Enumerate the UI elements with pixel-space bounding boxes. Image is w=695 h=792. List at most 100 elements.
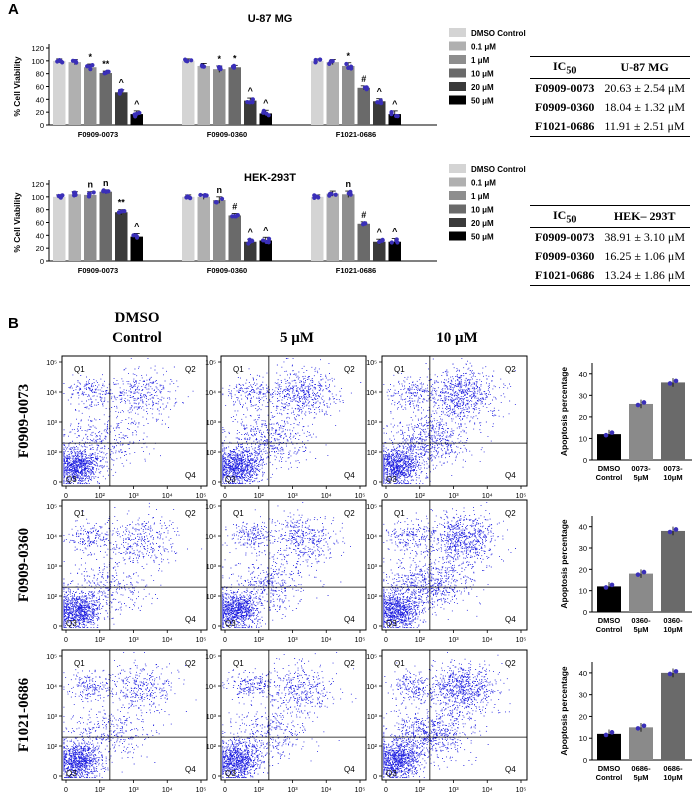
y-tick-label: 10³ — [47, 714, 58, 721]
x-tick-label: 10⁵ — [355, 787, 366, 792]
quadrant-label: Q1 — [74, 509, 85, 518]
x-tick-label: 10⁴ — [482, 787, 493, 792]
y-tick-label: 10³ — [47, 564, 58, 571]
quadrant-label: Q3 — [225, 619, 236, 628]
column-header: 5 μM — [280, 330, 314, 346]
y-tick-label: 0 — [373, 624, 377, 631]
y-tick-label: 10³ — [206, 420, 217, 427]
significance-marker: n — [217, 185, 223, 195]
x-tick-label: 10⁵ — [196, 637, 207, 644]
quadrant-label: Q4 — [344, 615, 355, 624]
bar — [115, 92, 128, 125]
quadrant-label: Q1 — [74, 365, 85, 374]
x-tick-label: 10⁴ — [321, 787, 332, 792]
y-tick-label: 20 — [579, 565, 587, 574]
quadrant-label: Q3 — [225, 475, 236, 484]
data-point — [389, 240, 394, 245]
legend-swatch — [449, 55, 466, 64]
bar — [68, 62, 81, 125]
x-tick-label: 10³ — [128, 637, 139, 644]
legend-label: 1 μM — [471, 192, 490, 201]
x-tick-label: 0 — [64, 637, 68, 644]
ic50-value: 13.24 ± 1.86 μM — [599, 266, 691, 287]
scatter-points — [63, 358, 194, 484]
x-category-label: 5μM — [633, 473, 648, 482]
bar — [342, 65, 355, 125]
x-tick-label: 10⁵ — [355, 637, 366, 644]
quadrant-label: Q4 — [344, 765, 355, 774]
bar — [244, 100, 257, 125]
x-category-label: 0686- — [631, 764, 651, 773]
ic50-compound: F1021-0686 — [530, 266, 600, 287]
y-tick-label: 0 — [373, 774, 377, 781]
significance-marker: ^ — [377, 227, 383, 237]
significance-marker: ^ — [377, 87, 383, 97]
y-tick-label: 10⁴ — [46, 684, 57, 691]
x-category-label: DMSO — [598, 616, 621, 625]
data-point — [349, 66, 354, 71]
data-point — [245, 99, 250, 105]
x-category-label: F1021-0686 — [336, 266, 376, 275]
data-point — [603, 732, 609, 738]
y-tick-label: 10³ — [206, 564, 217, 571]
x-tick-label: 10³ — [448, 637, 459, 644]
x-category-label: 5μM — [633, 773, 648, 782]
data-point — [119, 209, 124, 214]
quadrant-label: Q1 — [233, 509, 244, 518]
bar — [357, 87, 370, 125]
y-tick-label: 10⁴ — [46, 390, 57, 397]
y-tick-label: 0 — [53, 624, 57, 631]
data-point — [667, 381, 673, 386]
x-tick-label: 10⁵ — [516, 637, 527, 644]
x-tick-label: 10⁴ — [321, 493, 332, 500]
y-tick-label: 0 — [583, 756, 587, 765]
significance-marker: n — [103, 178, 109, 188]
x-tick-label: 0 — [384, 787, 388, 792]
ic50-compound: F0909-0360 — [535, 100, 595, 115]
row-label: F0909-0360 — [16, 528, 32, 602]
ic50-table-u87: IC50 U-87 MG F0909-0073 20.63 ± 2.54 μM F0… — [530, 55, 691, 138]
x-tick-label: 0 — [384, 637, 388, 644]
data-point — [346, 191, 351, 196]
x-tick-label: 10⁴ — [321, 637, 332, 644]
y-tick-label: 10³ — [206, 714, 217, 721]
data-point — [641, 400, 647, 405]
x-tick-label: 10² — [415, 787, 426, 792]
scatter-points — [222, 652, 357, 778]
x-tick-label: 10² — [254, 493, 265, 500]
y-tick-label: 10² — [206, 744, 217, 751]
significance-marker: # — [361, 74, 366, 84]
data-point — [188, 196, 193, 201]
significance-marker: ^ — [134, 99, 140, 109]
ic50-table-hek: IC50 HEK– 293T F0909-0073 38.91 ± 3.10 μM … — [530, 204, 691, 287]
significance-marker: ^ — [119, 78, 125, 88]
quadrant-label: Q4 — [505, 471, 516, 480]
data-point — [232, 214, 237, 219]
scatter-points — [383, 502, 516, 628]
x-tick-label: 10³ — [287, 493, 298, 500]
data-point — [86, 194, 92, 199]
quadrant-label: Q4 — [185, 471, 196, 480]
y-tick-label: 100 — [31, 193, 44, 202]
data-point — [609, 730, 615, 735]
significance-marker: ^ — [134, 221, 140, 231]
data-point — [635, 726, 641, 731]
x-category-label: 0360- — [663, 616, 683, 625]
data-point — [327, 191, 332, 197]
y-tick-label: 120 — [31, 180, 44, 189]
bar — [629, 727, 653, 760]
bar — [661, 530, 685, 612]
flow-plot — [381, 355, 528, 487]
ic50-compound: F1021-0686 — [530, 117, 600, 138]
significance-marker: ** — [118, 198, 126, 208]
y-tick-label: 0 — [53, 774, 57, 781]
ic50-compound: F0909-0073 — [535, 81, 595, 96]
plot-frame — [381, 355, 528, 487]
bar — [99, 191, 112, 261]
data-point — [73, 192, 78, 197]
y-tick-label: 40 — [36, 231, 44, 240]
flow-plot — [220, 649, 367, 781]
scatter-points — [383, 652, 511, 778]
data-point — [641, 569, 647, 575]
y-axis-label: % Cell Viability — [12, 192, 22, 253]
